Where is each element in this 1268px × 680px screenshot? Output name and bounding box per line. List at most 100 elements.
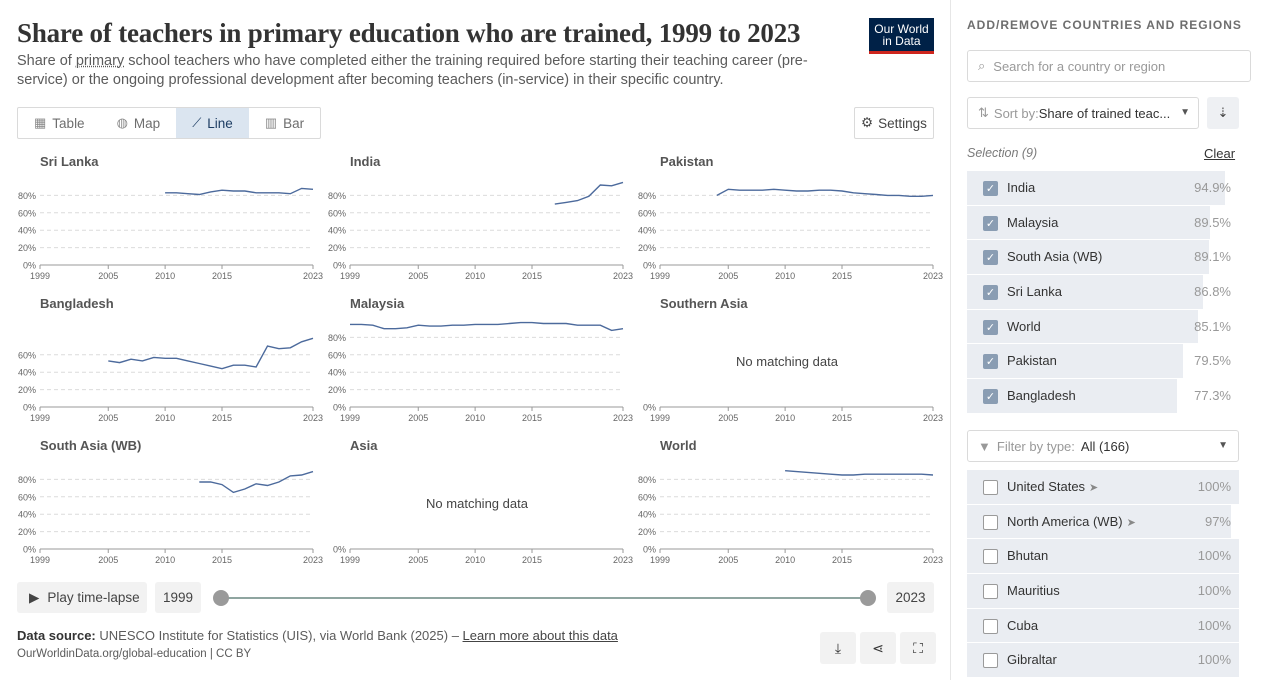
search-input[interactable]: ⌕ Search for a country or region — [967, 50, 1251, 82]
panel-chart: 0% 20% 40% 60% 80% 1999 2005 2010 2015 2023 — [328, 181, 633, 281]
checkbox-unchecked[interactable] — [983, 653, 998, 669]
y-tick-label: 0% — [333, 261, 346, 271]
series-line[interactable] — [108, 337, 314, 370]
entity-value: 100% — [1197, 652, 1231, 668]
value-bar — [967, 504, 1231, 539]
entity-row[interactable]: Mauritius 100% — [967, 574, 1239, 609]
learn-more-link[interactable]: Learn more about this data — [462, 628, 618, 643]
settings-button[interactable]: ⚙ Settings — [854, 107, 934, 139]
play-label: Play time-lapse — [47, 590, 140, 605]
entity-row[interactable]: ✓ South Asia (WB) 89.1% — [967, 240, 1239, 276]
filter-value: All (166) — [1080, 438, 1130, 454]
chevron-down-icon: ▼ — [1218, 440, 1228, 451]
sort-order-button[interactable]: ⇣ — [1207, 97, 1239, 129]
entity-row[interactable]: North America (WB) ➤ 97% — [967, 504, 1239, 540]
fullscreen-button[interactable]: ⛶ — [900, 632, 936, 664]
end-year-box[interactable]: 2023 — [887, 582, 934, 613]
panel-chart: 0% 20% 40% 60% 80% 1999 2005 2010 2015 2023 — [328, 321, 633, 423]
y-tick-label: 80% — [328, 191, 346, 201]
no-data-label: No matching data — [426, 496, 528, 511]
checkbox-checked[interactable]: ✓ — [983, 181, 998, 196]
tab-table[interactable]: ▦ Table — [18, 108, 101, 138]
entity-name-text: India — [1007, 180, 1036, 195]
owid-logo[interactable]: Our World in Data — [869, 18, 934, 54]
checkbox-unchecked[interactable] — [983, 549, 998, 565]
entity-value: 77.3% — [1194, 388, 1231, 404]
series-line[interactable] — [785, 470, 934, 476]
panel-chart: 0% 20% 40% 60% 80% 1999 2005 2010 2015 2023 — [18, 470, 323, 565]
end-year-handle[interactable] — [860, 590, 876, 606]
entity-row[interactable]: ✓ Malaysia 89.5% — [967, 205, 1239, 241]
panel-title: Southern Asia — [660, 296, 748, 311]
tab-bar[interactable]: ▥ Bar — [249, 108, 320, 138]
source-text: UNESCO Institute for Statistics (UIS), v… — [99, 628, 463, 643]
entity-row[interactable]: ✓ Bangladesh 77.3% — [967, 379, 1239, 414]
series-line[interactable] — [716, 188, 934, 197]
checkbox-checked[interactable]: ✓ — [983, 354, 998, 370]
sort-dropdown[interactable]: ⇅ Sort by: Share of trained teac... ▼ — [967, 97, 1199, 129]
checkbox-unchecked[interactable] — [983, 618, 998, 634]
sidebar-header: ADD/REMOVE COUNTRIES AND REGIONS — [967, 18, 1242, 32]
tab-map[interactable]: ◍ Map — [101, 108, 177, 138]
timeline-slider-track[interactable] — [221, 597, 868, 599]
play-timelapse-button[interactable]: ▶ Play time-lapse — [17, 582, 147, 613]
x-tick-label: 1999 — [650, 555, 670, 565]
panel-title: Asia — [350, 438, 378, 453]
panel-malaysia: 0% 20% 40% 60% 80% 1999 2005 2010 2015 2023 Malays… — [327, 292, 633, 426]
start-year-box[interactable]: 1999 — [155, 582, 201, 613]
checkbox-unchecked[interactable] — [983, 514, 998, 530]
entity-name: India — [1007, 180, 1035, 195]
filter-dropdown[interactable]: ▼ Filter by type: All (166) ▼ — [967, 430, 1239, 462]
entity-row[interactable]: Cuba 100% — [967, 608, 1239, 644]
x-tick-label: 2010 — [465, 555, 485, 565]
tab-label: Bar — [283, 115, 305, 131]
entity-row[interactable]: ✓ India 94.9% — [967, 171, 1239, 206]
sort-label: Sort by: — [993, 105, 1039, 121]
series-line[interactable] — [554, 181, 624, 205]
subtitle-term-link[interactable]: primary — [75, 53, 125, 69]
entity-name-text: United States — [1007, 479, 1086, 494]
chart-title: Share of teachers in primary education w… — [17, 18, 801, 48]
clear-button[interactable]: Clear — [1204, 146, 1236, 161]
value-bar — [967, 539, 1239, 574]
download-icon: ⤓ — [834, 639, 842, 656]
series-line[interactable] — [165, 187, 314, 196]
x-tick-label: 2023 — [303, 555, 323, 565]
entity-name-text: Sri Lanka — [1007, 284, 1062, 300]
x-tick-label: 1999 — [340, 271, 360, 281]
y-tick-label: 0% — [643, 545, 656, 555]
checkbox-checked[interactable]: ✓ — [983, 250, 998, 266]
checkbox-unchecked[interactable] — [983, 584, 998, 600]
panel-chart: 0% 20% 40% 60% 1999 2005 2010 2015 2023 — [18, 337, 323, 423]
y-tick-label: 0% — [333, 403, 346, 413]
checkbox-unchecked[interactable] — [983, 480, 998, 495]
checkbox-checked[interactable]: ✓ — [983, 319, 998, 335]
x-tick-label: 2023 — [923, 271, 943, 281]
entity-row[interactable]: ✓ Pakistan 79.5% — [967, 344, 1239, 380]
checkbox-checked[interactable]: ✓ — [983, 389, 998, 405]
y-tick-label: 80% — [638, 191, 656, 201]
entity-row[interactable]: ✓ World 85.1% — [967, 309, 1239, 345]
entity-row[interactable]: Gibraltar 100% — [967, 643, 1239, 679]
x-tick-label: 1999 — [650, 413, 670, 423]
entity-value: 94.9% — [1194, 180, 1231, 195]
x-tick-label: 2023 — [923, 555, 943, 565]
entity-name: Malaysia — [1007, 215, 1058, 230]
start-year-handle[interactable] — [213, 590, 229, 606]
panel-chart: 0% 20% 40% 60% 80% 1999 2005 2010 2015 2023 — [638, 188, 943, 281]
entity-row[interactable]: Bhutan 100% — [967, 539, 1239, 575]
download-button[interactable]: ⤓ — [820, 632, 856, 664]
checkbox-checked[interactable]: ✓ — [983, 215, 998, 231]
credit-line[interactable]: OurWorldinData.org/global-education | CC… — [17, 648, 252, 660]
share-button[interactable]: ⋖ — [860, 632, 896, 664]
tab-line[interactable]: ⟋ Line — [176, 108, 249, 138]
checkbox-checked[interactable]: ✓ — [983, 285, 998, 301]
entity-row[interactable]: United States ➤ 100% — [967, 470, 1239, 505]
logo-line-2: in Data — [882, 34, 921, 48]
series-line[interactable] — [350, 321, 624, 332]
entity-row[interactable]: ✓ Sri Lanka 86.8% — [967, 275, 1239, 310]
x-tick-label: 2010 — [465, 413, 485, 423]
entity-name-text: North America (WB) — [1007, 513, 1123, 529]
entity-name-text: Gibraltar — [1007, 652, 1057, 668]
series-line[interactable] — [199, 470, 314, 494]
